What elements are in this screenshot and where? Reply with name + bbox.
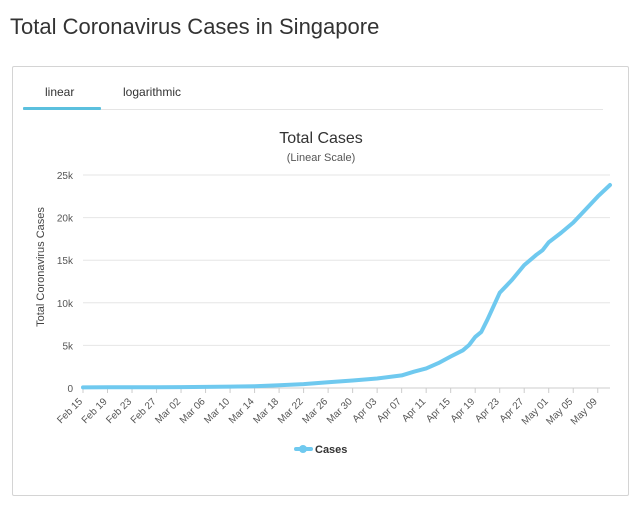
y-tick-label: 15k — [57, 256, 74, 267]
series-cases — [81, 183, 612, 390]
x-tick-label: Mar 06 — [178, 396, 208, 426]
chart-title: Total Cases — [279, 130, 363, 147]
x-tick-label: Apr 19 — [449, 396, 478, 425]
x-tick-label: Feb 27 — [129, 396, 159, 426]
x-tick-label: Mar 10 — [202, 396, 232, 426]
x-tick-label: Feb 19 — [80, 396, 110, 426]
x-tick-label: Mar 14 — [227, 396, 257, 426]
y-tick-labels: 0 5k 10k 15k 20k 25k — [57, 171, 74, 395]
grid-lines — [82, 174, 610, 393]
page-title: Total Coronavirus Cases in Singapore — [10, 14, 380, 39]
x-tick-label: Feb 23 — [104, 396, 134, 426]
y-tick-label: 25k — [57, 171, 74, 182]
active-tab-indicator — [23, 107, 101, 110]
chart-card: linear logarithmic Total Cases (Linear S… — [12, 66, 629, 496]
x-tick-label: Mar 30 — [325, 396, 355, 426]
y-tick-label: 5k — [62, 341, 74, 352]
series-line-cases[interactable] — [81, 183, 612, 390]
x-tick-label: Apr 23 — [473, 396, 502, 425]
tab-logarithmic[interactable]: logarithmic — [123, 85, 182, 99]
y-axis-label: Total Coronavirus Cases — [35, 207, 47, 327]
legend-marker — [299, 445, 307, 453]
x-tick-label: Mar 02 — [153, 396, 183, 426]
x-tick-label: Apr 03 — [351, 396, 380, 425]
y-tick-label: 20k — [57, 214, 74, 225]
y-tick-label: 10k — [57, 299, 74, 310]
x-tick-label: Apr 07 — [375, 396, 404, 425]
tab-linear[interactable]: linear — [45, 85, 75, 99]
x-tick-label: Mar 18 — [251, 396, 281, 426]
scale-tabs: linear logarithmic — [23, 81, 603, 110]
x-tick-label: Apr 15 — [424, 396, 453, 425]
line-chart: Total Cases (Linear Scale) Total Coronav… — [35, 130, 612, 456]
x-tick-label: Apr 11 — [400, 396, 428, 424]
chart-subtitle: (Linear Scale) — [287, 152, 355, 164]
x-tick-label: Mar 22 — [276, 396, 306, 426]
legend-label-cases: Cases — [315, 444, 347, 456]
x-tick-label: Feb 15 — [55, 396, 85, 426]
x-tick-label: May 09 — [569, 396, 600, 427]
x-tick-label: Mar 26 — [300, 396, 330, 426]
y-tick-label: 0 — [67, 384, 73, 395]
legend[interactable]: Cases — [294, 444, 347, 456]
